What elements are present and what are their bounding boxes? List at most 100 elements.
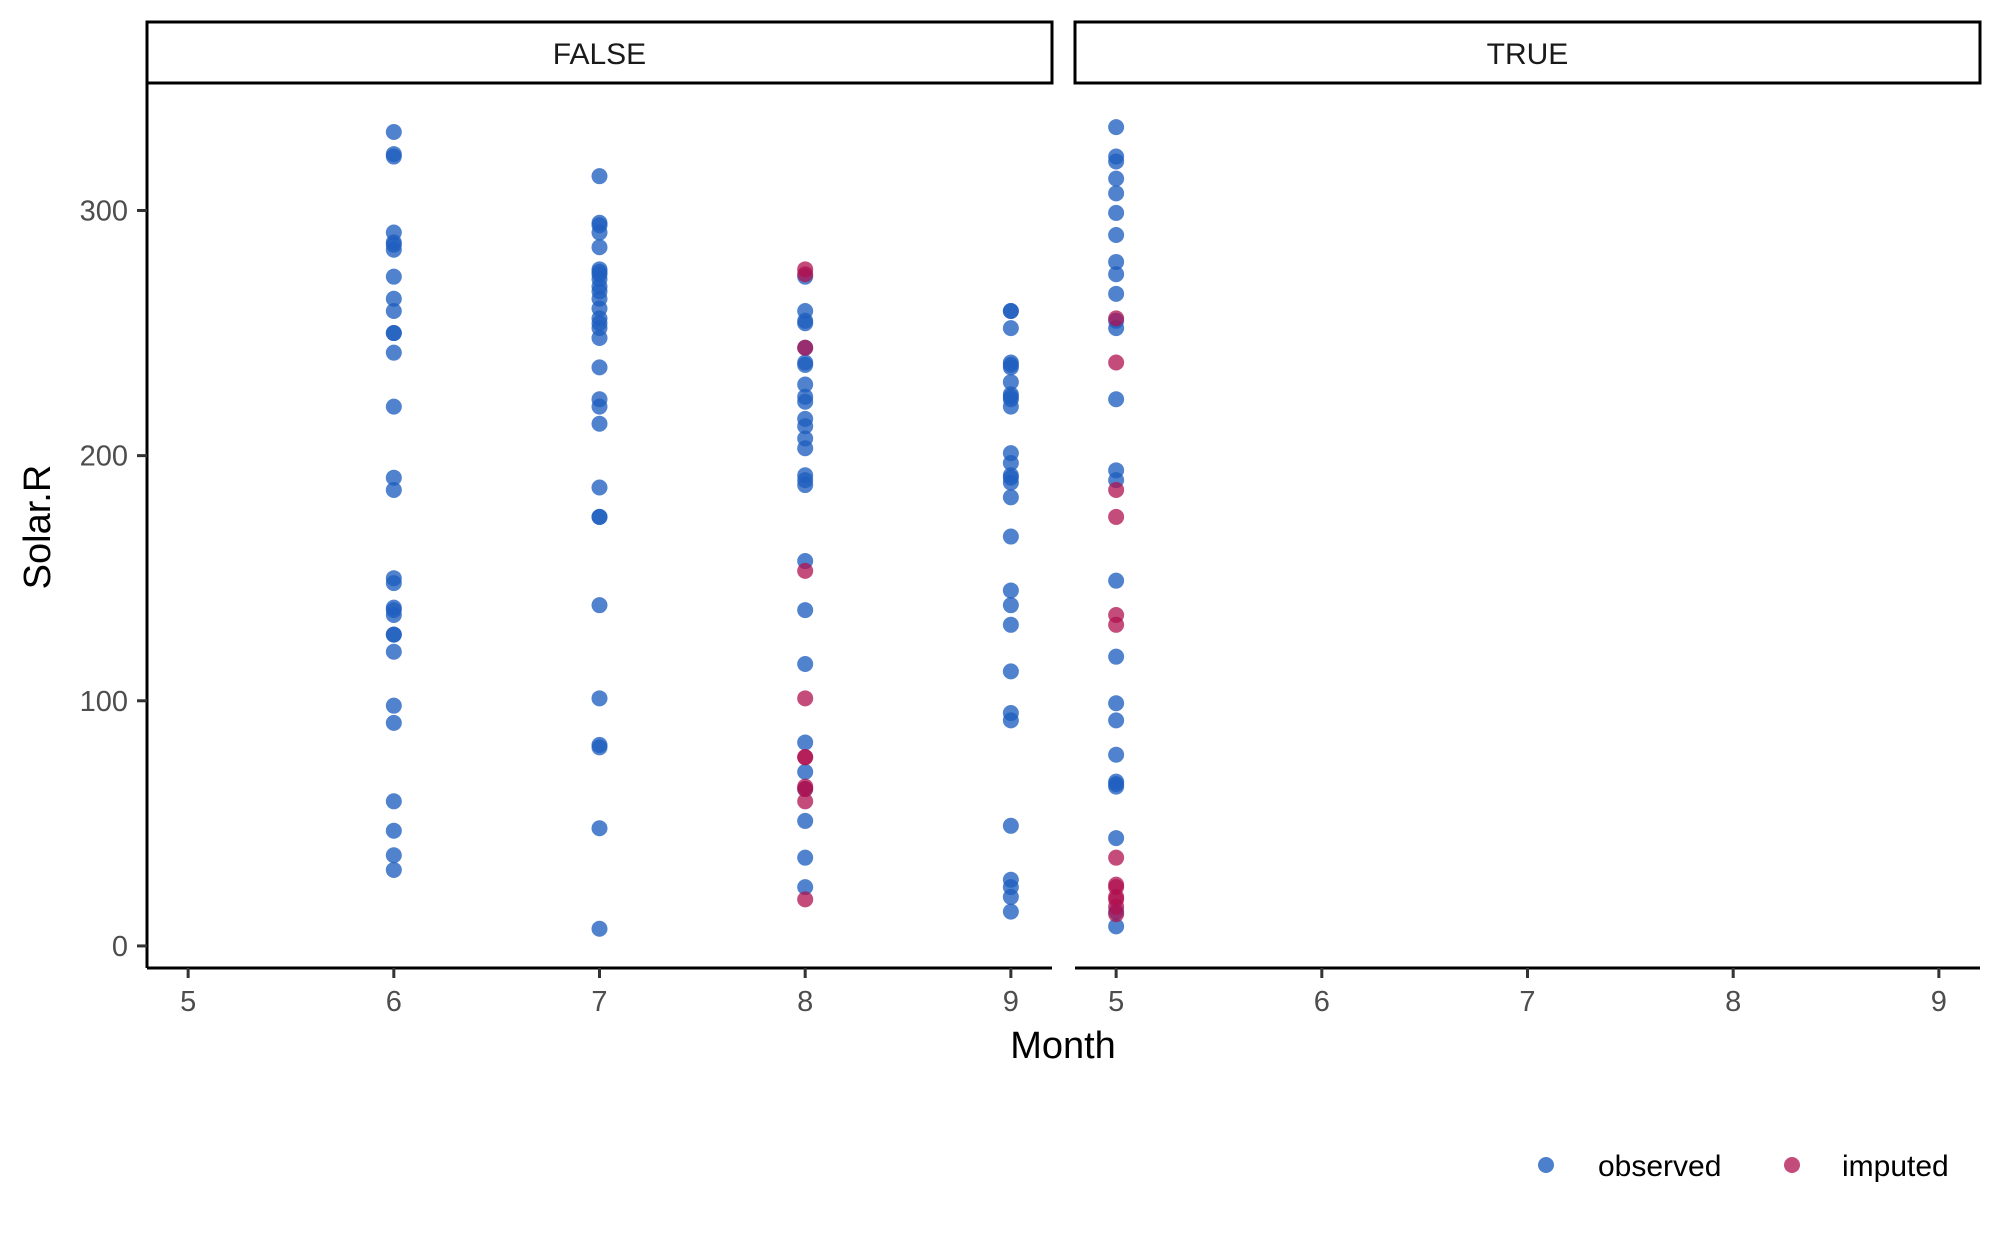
point-observed bbox=[591, 359, 608, 376]
point-observed bbox=[1108, 119, 1125, 136]
point-observed bbox=[385, 822, 402, 839]
point-observed bbox=[1002, 903, 1019, 920]
x-tick-label: 7 bbox=[1519, 986, 1535, 1018]
point-observed bbox=[797, 849, 814, 866]
point-observed bbox=[385, 290, 402, 307]
point-imputed bbox=[797, 562, 814, 579]
point-observed bbox=[1002, 474, 1019, 491]
point-imputed bbox=[797, 781, 814, 798]
point-imputed bbox=[1108, 906, 1125, 923]
y-tick-label: 300 bbox=[80, 195, 128, 227]
point-observed bbox=[797, 812, 814, 829]
point-observed bbox=[1002, 663, 1019, 680]
point-observed bbox=[797, 477, 814, 494]
panel-true: TRUE 5 6 7 8 9 bbox=[1073, 20, 1982, 1018]
point-observed bbox=[1108, 285, 1125, 302]
x-tick-label: 9 bbox=[1931, 986, 1947, 1018]
point-observed bbox=[1108, 778, 1125, 795]
point-observed bbox=[797, 656, 814, 673]
x-tick-label: 6 bbox=[386, 986, 402, 1018]
strip-false bbox=[145, 20, 1054, 85]
x-tick-label: 5 bbox=[180, 986, 196, 1018]
point-observed bbox=[1108, 226, 1125, 243]
point-observed bbox=[1108, 712, 1125, 729]
x-tick-label: 9 bbox=[1003, 986, 1019, 1018]
point-observed bbox=[591, 398, 608, 415]
legend-key-imputed bbox=[1784, 1157, 1800, 1173]
point-observed bbox=[591, 508, 608, 525]
panel-false: FALSE 5 6 7 8 9 bbox=[145, 20, 1054, 1018]
x-ticks-false: 5 6 7 8 9 bbox=[180, 968, 1019, 1018]
y-tick-label: 200 bbox=[80, 441, 128, 473]
x-tick-label: 6 bbox=[1314, 986, 1330, 1018]
point-observed bbox=[385, 861, 402, 878]
point-observed bbox=[385, 398, 402, 415]
point-observed bbox=[1002, 597, 1019, 614]
point-observed bbox=[385, 626, 402, 643]
point-observed bbox=[385, 575, 402, 592]
point-observed bbox=[591, 820, 608, 837]
point-imputed bbox=[1108, 310, 1125, 327]
point-observed bbox=[385, 481, 402, 498]
point-observed bbox=[797, 879, 814, 896]
point-observed bbox=[385, 302, 402, 319]
point-observed bbox=[385, 241, 402, 258]
point-observed bbox=[385, 606, 402, 623]
point-observed bbox=[385, 325, 402, 342]
point-imputed bbox=[797, 749, 814, 766]
point-observed bbox=[385, 847, 402, 864]
point-observed bbox=[591, 168, 608, 185]
point-observed bbox=[1002, 712, 1019, 729]
x-tick-label: 5 bbox=[1108, 986, 1124, 1018]
point-observed bbox=[1108, 648, 1125, 665]
point-observed bbox=[1108, 918, 1125, 935]
points-true bbox=[1108, 119, 1125, 935]
y-axis-title: Solar.R bbox=[17, 465, 59, 590]
point-observed bbox=[797, 376, 814, 393]
point-imputed bbox=[797, 690, 814, 707]
point-imputed bbox=[1108, 849, 1125, 866]
point-observed bbox=[1108, 185, 1125, 202]
point-observed bbox=[385, 344, 402, 361]
point-observed bbox=[1108, 830, 1125, 847]
strip-true bbox=[1073, 20, 1982, 85]
point-observed bbox=[385, 793, 402, 810]
point-observed bbox=[385, 124, 402, 141]
point-observed bbox=[591, 479, 608, 496]
point-observed bbox=[591, 239, 608, 256]
point-observed bbox=[385, 148, 402, 165]
point-imputed bbox=[1108, 508, 1125, 525]
point-observed bbox=[797, 393, 814, 410]
point-observed bbox=[1002, 616, 1019, 633]
y-tick-label: 100 bbox=[80, 686, 128, 718]
point-observed bbox=[591, 329, 608, 346]
point-observed bbox=[1108, 170, 1125, 187]
point-imputed bbox=[1108, 616, 1125, 633]
point-observed bbox=[1002, 888, 1019, 905]
x-axis-title: Month bbox=[1010, 1025, 1116, 1067]
x-ticks-true: 5 6 7 8 9 bbox=[1108, 968, 1947, 1018]
point-observed bbox=[797, 440, 814, 457]
point-observed bbox=[1002, 374, 1019, 391]
point-observed bbox=[1002, 320, 1019, 337]
point-observed bbox=[1002, 302, 1019, 319]
point-observed bbox=[1108, 266, 1125, 283]
point-observed bbox=[1002, 817, 1019, 834]
point-observed bbox=[385, 697, 402, 714]
points-false bbox=[385, 124, 1019, 937]
point-observed bbox=[591, 415, 608, 432]
point-observed bbox=[797, 356, 814, 373]
point-observed bbox=[1002, 359, 1019, 376]
legend: observed imputed bbox=[1538, 1150, 1949, 1183]
point-observed bbox=[1002, 582, 1019, 599]
point-observed bbox=[797, 315, 814, 332]
strip-label-false: FALSE bbox=[553, 38, 646, 71]
point-observed bbox=[797, 602, 814, 619]
point-observed bbox=[1108, 695, 1125, 712]
y-ticks: 0 100 200 300 bbox=[80, 195, 147, 963]
point-observed bbox=[1108, 391, 1125, 408]
x-tick-label: 7 bbox=[591, 986, 607, 1018]
strip-label-true: TRUE bbox=[1487, 38, 1569, 71]
point-observed bbox=[591, 224, 608, 241]
